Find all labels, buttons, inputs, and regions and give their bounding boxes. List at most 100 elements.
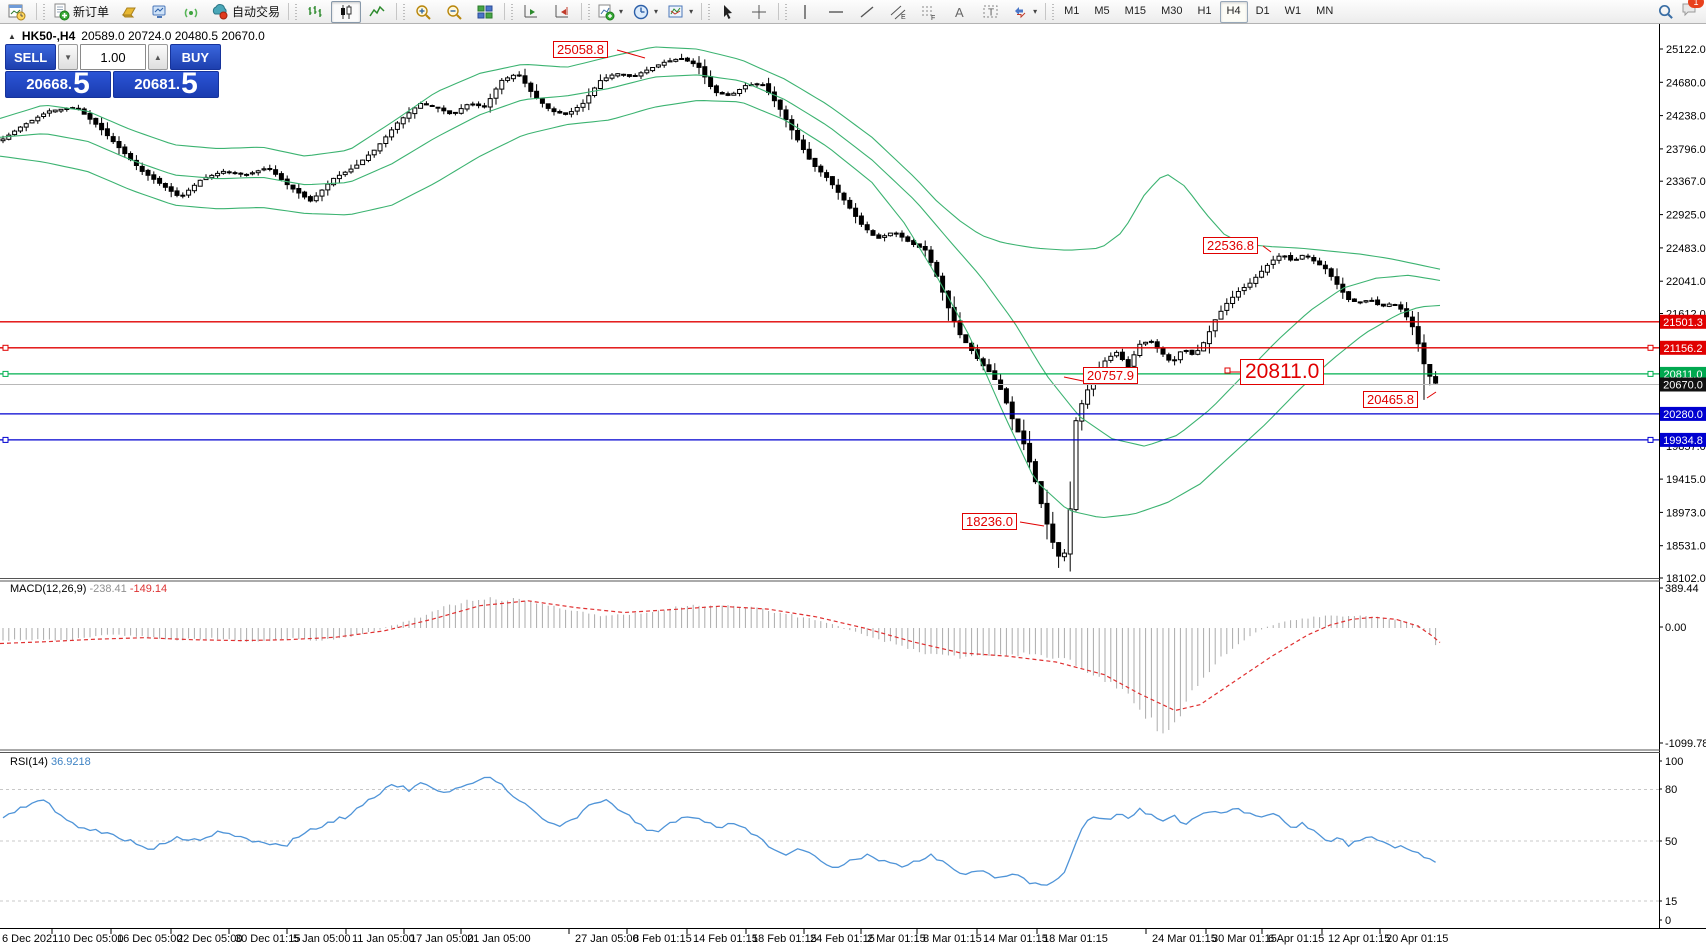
market-watch-button[interactable] bbox=[145, 1, 175, 23]
sell-button[interactable]: SELL bbox=[5, 44, 57, 70]
toolbar-grip[interactable] bbox=[707, 3, 712, 20]
chart-frame bbox=[0, 24, 1706, 929]
arrows-menu-button[interactable]: ▾ bbox=[1007, 1, 1041, 23]
auto-trading-label: 自动交易 bbox=[232, 5, 281, 19]
chart-shift-button[interactable] bbox=[547, 1, 577, 23]
macd-signal-value: -149.14 bbox=[129, 583, 168, 595]
zoom-in-button[interactable] bbox=[408, 1, 438, 23]
toolbar-separator bbox=[701, 3, 703, 20]
candlestick-mode-button[interactable] bbox=[331, 0, 362, 23]
trendline-tool-button[interactable] bbox=[852, 1, 882, 23]
search-icon[interactable] bbox=[1657, 3, 1674, 20]
toolbar-grip[interactable] bbox=[587, 3, 592, 20]
text-tool-button[interactable]: A bbox=[945, 1, 975, 23]
timeframe-button-m5[interactable]: M5 bbox=[1094, 4, 1110, 17]
svg-text:20670.0: 20670.0 bbox=[1663, 380, 1703, 392]
monitor-icon bbox=[152, 5, 166, 18]
indicators-menu-button[interactable]: ▾ bbox=[593, 1, 627, 23]
svg-text:E: E bbox=[901, 14, 906, 21]
svg-text:19415.0: 19415.0 bbox=[1666, 474, 1706, 486]
timeframe-button-h4[interactable]: H4 bbox=[1219, 0, 1248, 23]
auto-scroll-icon bbox=[524, 4, 538, 17]
bollinger-upper-band bbox=[0, 46, 1441, 270]
crosshair-icon bbox=[752, 4, 767, 19]
volume-up-button[interactable]: ▲ bbox=[148, 44, 168, 70]
equidistant-channel-icon: E bbox=[890, 5, 906, 21]
horizontal-line-icon bbox=[829, 10, 844, 13]
toolbar-separator bbox=[396, 3, 398, 20]
toolbar-grip[interactable] bbox=[294, 3, 299, 20]
dropdown-arrow-icon: ▾ bbox=[689, 7, 694, 16]
tile-windows-button[interactable] bbox=[470, 1, 500, 23]
bollinger-lower-band bbox=[0, 100, 1441, 519]
price-callout: 22536.8 bbox=[1203, 237, 1258, 254]
svg-text:22041.0: 22041.0 bbox=[1666, 276, 1706, 288]
price-badge bbox=[1660, 314, 1706, 329]
bar-chart-mode-button[interactable] bbox=[300, 1, 330, 23]
candlestick-icon bbox=[341, 4, 352, 19]
signal-icon bbox=[184, 8, 198, 17]
price-callout: 20757.9 bbox=[1083, 367, 1138, 384]
dropdown-arrow-icon: ▾ bbox=[654, 7, 659, 16]
horizontal-lines[interactable] bbox=[0, 321, 1659, 443]
toolbar-grip[interactable] bbox=[1051, 3, 1056, 20]
timeframe-button-m1[interactable]: M1 bbox=[1064, 4, 1080, 17]
buy-button[interactable]: BUY bbox=[169, 44, 221, 70]
svg-text:19934.8: 19934.8 bbox=[1663, 435, 1703, 447]
zoom-out-button[interactable] bbox=[439, 1, 469, 23]
sell-price-panel[interactable]: 20668. 5 bbox=[5, 71, 111, 98]
svg-text:18531.0: 18531.0 bbox=[1666, 541, 1706, 553]
price-callout: 25058.8 bbox=[553, 41, 608, 58]
line-chart-mode-button[interactable] bbox=[362, 1, 392, 23]
chat-button[interactable]: 1 bbox=[1680, 0, 1704, 23]
new-order-button[interactable]: 新订单 bbox=[48, 1, 113, 23]
depth-of-market-button[interactable] bbox=[114, 1, 144, 23]
chart-window-button[interactable] bbox=[2, 1, 32, 23]
horizontal-line-tool-button[interactable] bbox=[821, 1, 851, 23]
timeframe-button-m15[interactable]: M15 bbox=[1124, 4, 1147, 17]
svg-text:5 Jan 05:00: 5 Jan 05:00 bbox=[293, 933, 351, 945]
price-axis[interactable]: 25122.0 24680.0 24238.0 23796.0 23367.0 22925… bbox=[1659, 44, 1706, 927]
new-order-label: 新订单 bbox=[73, 5, 110, 19]
buy-price-panel[interactable]: 20681. 5 bbox=[113, 71, 219, 98]
timeframe-button-d1[interactable]: D1 bbox=[1255, 4, 1270, 17]
macd-value: -238.41 bbox=[89, 583, 127, 595]
sell-price-main: 20668. bbox=[26, 76, 73, 93]
vertical-line-tool-button[interactable] bbox=[790, 1, 820, 23]
toolbar-grip[interactable] bbox=[784, 3, 789, 20]
auto-scroll-button[interactable] bbox=[516, 1, 546, 23]
timeframe-button-m30[interactable]: M30 bbox=[1161, 4, 1183, 17]
crosshair-tool-button[interactable] bbox=[744, 1, 774, 23]
svg-text:14 Feb 01:15: 14 Feb 01:15 bbox=[693, 933, 758, 945]
timeframe-button-h1[interactable]: H1 bbox=[1197, 4, 1212, 17]
text-label-icon: T bbox=[983, 5, 998, 18]
svg-text:22925.0: 22925.0 bbox=[1666, 210, 1706, 222]
volume-input[interactable] bbox=[80, 44, 146, 70]
templates-menu-button[interactable]: ▾ bbox=[663, 1, 697, 23]
svg-text:80: 80 bbox=[1665, 784, 1677, 796]
bar-chart-icon bbox=[308, 5, 322, 17]
periods-menu-button[interactable]: ▾ bbox=[628, 1, 662, 23]
cursor-tool-button[interactable] bbox=[713, 1, 743, 23]
price-badge bbox=[1660, 432, 1706, 447]
fibonacci-tool-button[interactable]: F bbox=[914, 1, 944, 23]
volume-down-button[interactable]: ▼ bbox=[58, 44, 78, 70]
timeframe-button-mn[interactable]: MN bbox=[1316, 4, 1334, 17]
auto-trading-button[interactable]: 自动交易 bbox=[207, 1, 284, 23]
svg-text:30 Mar 01:15: 30 Mar 01:15 bbox=[1212, 933, 1277, 945]
line-chart-icon bbox=[369, 5, 385, 16]
toolbar-grip[interactable] bbox=[510, 3, 515, 20]
timeframe-button-w1[interactable]: W1 bbox=[1284, 4, 1302, 17]
signals-button[interactable] bbox=[176, 1, 206, 23]
rsi-line bbox=[2, 776, 1436, 886]
svg-text:18 Mar 01:15: 18 Mar 01:15 bbox=[1043, 933, 1108, 945]
collapse-arrow-icon[interactable]: ▲ bbox=[8, 31, 16, 41]
svg-text:22 Dec 05:00: 22 Dec 05:00 bbox=[177, 933, 242, 945]
svg-text:6 Apr 01:15: 6 Apr 01:15 bbox=[1268, 933, 1324, 945]
channel-tool-button[interactable]: E bbox=[883, 1, 913, 23]
text-label-tool-button[interactable]: T bbox=[976, 1, 1006, 23]
toolbar-grip[interactable] bbox=[402, 3, 407, 20]
toolbar-grip[interactable] bbox=[42, 3, 46, 20]
